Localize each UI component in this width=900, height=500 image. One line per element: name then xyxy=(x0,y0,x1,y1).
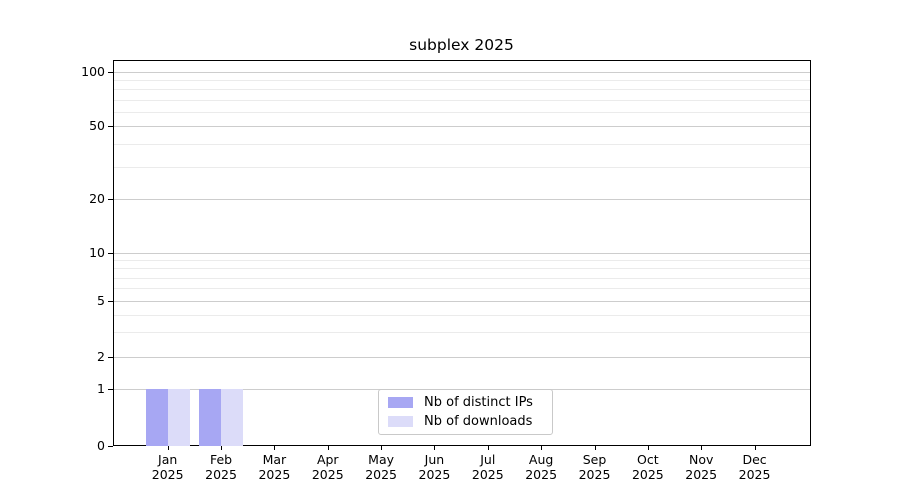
x-tick-year: 2025 xyxy=(205,467,237,482)
y-tick-label: 0 xyxy=(97,438,105,453)
bar-downloads-jan xyxy=(167,389,190,446)
x-tick-month: Jun xyxy=(424,452,445,467)
gridline-major xyxy=(114,301,810,302)
gridline-major xyxy=(114,253,810,254)
x-tick-month: Nov xyxy=(688,452,714,467)
bar-distinct-ips-jan xyxy=(145,389,168,446)
gridline-major xyxy=(114,126,810,127)
x-tick-year: 2025 xyxy=(525,467,558,482)
x-tick-label: Jul 2025 xyxy=(461,452,515,482)
legend-entry-downloads: Nb of downloads xyxy=(388,414,543,429)
y-tick-label: 2 xyxy=(97,349,105,364)
x-tick-year: 2025 xyxy=(311,467,344,482)
x-tick-label: Jan 2025 xyxy=(141,452,195,482)
legend-swatch-distinct-ips xyxy=(388,397,413,409)
x-tick-mark xyxy=(594,445,596,450)
x-tick-year: 2025 xyxy=(151,467,184,482)
x-tick-label: Oct 2025 xyxy=(621,452,675,482)
x-tick-mark xyxy=(167,445,169,450)
x-tick-label: Mar 2025 xyxy=(247,452,301,482)
gridline-minor xyxy=(114,314,810,316)
x-tick-mark xyxy=(274,445,276,450)
bar-distinct-ips-feb xyxy=(199,389,222,446)
x-tick-month: Mar xyxy=(262,452,287,467)
x-tick-label: Aug 2025 xyxy=(514,452,568,482)
y-tick-mark xyxy=(108,357,113,358)
x-tick-mark xyxy=(381,445,383,450)
y-tick-mark xyxy=(108,199,113,200)
gridline-minor xyxy=(114,143,810,145)
x-tick-mark xyxy=(221,445,223,450)
y-tick-mark xyxy=(108,253,113,254)
x-tick-year: 2025 xyxy=(738,467,771,482)
legend: Nb of distinct IPs Nb of downloads xyxy=(378,389,553,435)
gridline-minor xyxy=(114,260,810,262)
x-tick-label: Feb 2025 xyxy=(194,452,248,482)
y-tick-label: 20 xyxy=(89,191,105,206)
x-tick-month: Apr xyxy=(316,452,339,467)
x-tick-label: Jun 2025 xyxy=(407,452,461,482)
x-tick-month: Jan xyxy=(158,452,178,467)
x-tick-year: 2025 xyxy=(631,467,664,482)
gridline-major xyxy=(114,357,810,358)
y-tick-label: 10 xyxy=(89,245,105,260)
gridline-minor xyxy=(114,166,810,168)
gridline-minor xyxy=(114,288,810,290)
y-tick-mark xyxy=(108,126,113,127)
gridline-minor xyxy=(114,89,810,91)
x-tick-year: 2025 xyxy=(258,467,291,482)
chart-title: subplex 2025 xyxy=(409,36,514,54)
y-tick-label: 50 xyxy=(89,118,105,133)
y-tick-label: 100 xyxy=(81,64,105,79)
y-tick-label: 1 xyxy=(97,381,105,396)
gridline-major xyxy=(114,72,810,73)
x-tick-mark xyxy=(541,445,543,450)
gridline-minor xyxy=(114,268,810,270)
gridline-minor xyxy=(114,99,810,101)
x-tick-year: 2025 xyxy=(365,467,397,482)
x-tick-label: May 2025 xyxy=(354,452,408,482)
x-tick-month: Aug xyxy=(528,452,554,467)
x-tick-month: Oct xyxy=(637,452,659,467)
x-tick-mark xyxy=(434,445,436,450)
gridline-major xyxy=(114,199,810,200)
bar-downloads-feb xyxy=(221,389,244,446)
x-tick-mark xyxy=(701,445,703,450)
x-tick-month: May xyxy=(368,452,395,467)
legend-swatch-downloads xyxy=(388,415,413,427)
legend-entry-distinct-ips: Nb of distinct IPs xyxy=(388,395,543,410)
x-tick-mark xyxy=(327,445,329,450)
y-tick-mark xyxy=(108,301,113,302)
gridline-minor xyxy=(114,111,810,113)
y-tick-mark xyxy=(108,72,113,73)
y-tick-mark xyxy=(108,389,113,390)
x-tick-mark xyxy=(647,445,649,450)
x-tick-year: 2025 xyxy=(578,467,611,482)
x-tick-month: Jul xyxy=(480,452,496,467)
legend-label-distinct-ips: Nb of distinct IPs xyxy=(424,395,533,411)
gridline-minor xyxy=(114,80,810,82)
y-tick-label: 5 xyxy=(97,293,105,308)
x-tick-month: Sep xyxy=(582,452,607,467)
plot-area: 100 50 20 10 5 2 1 0 Jan 2025 Feb 2025 Mar 2025 Apr 202… xyxy=(81,60,811,482)
x-tick-label: Apr 2025 xyxy=(301,452,355,482)
x-tick-month: Feb xyxy=(209,452,233,467)
x-tick-label: Sep 2025 xyxy=(568,452,622,482)
gridline-minor xyxy=(114,277,810,279)
x-tick-month: Dec xyxy=(742,452,767,467)
x-tick-year: 2025 xyxy=(418,467,451,482)
x-tick-label: Nov 2025 xyxy=(674,452,728,482)
x-tick-year: 2025 xyxy=(685,467,718,482)
x-tick-mark xyxy=(487,445,489,450)
x-tick-label: Dec 2025 xyxy=(728,452,782,482)
x-tick-year: 2025 xyxy=(471,467,504,482)
x-tick-mark xyxy=(754,445,756,450)
legend-label-downloads: Nb of downloads xyxy=(424,413,533,429)
y-tick-mark xyxy=(108,446,113,447)
gridline-minor xyxy=(114,332,810,334)
